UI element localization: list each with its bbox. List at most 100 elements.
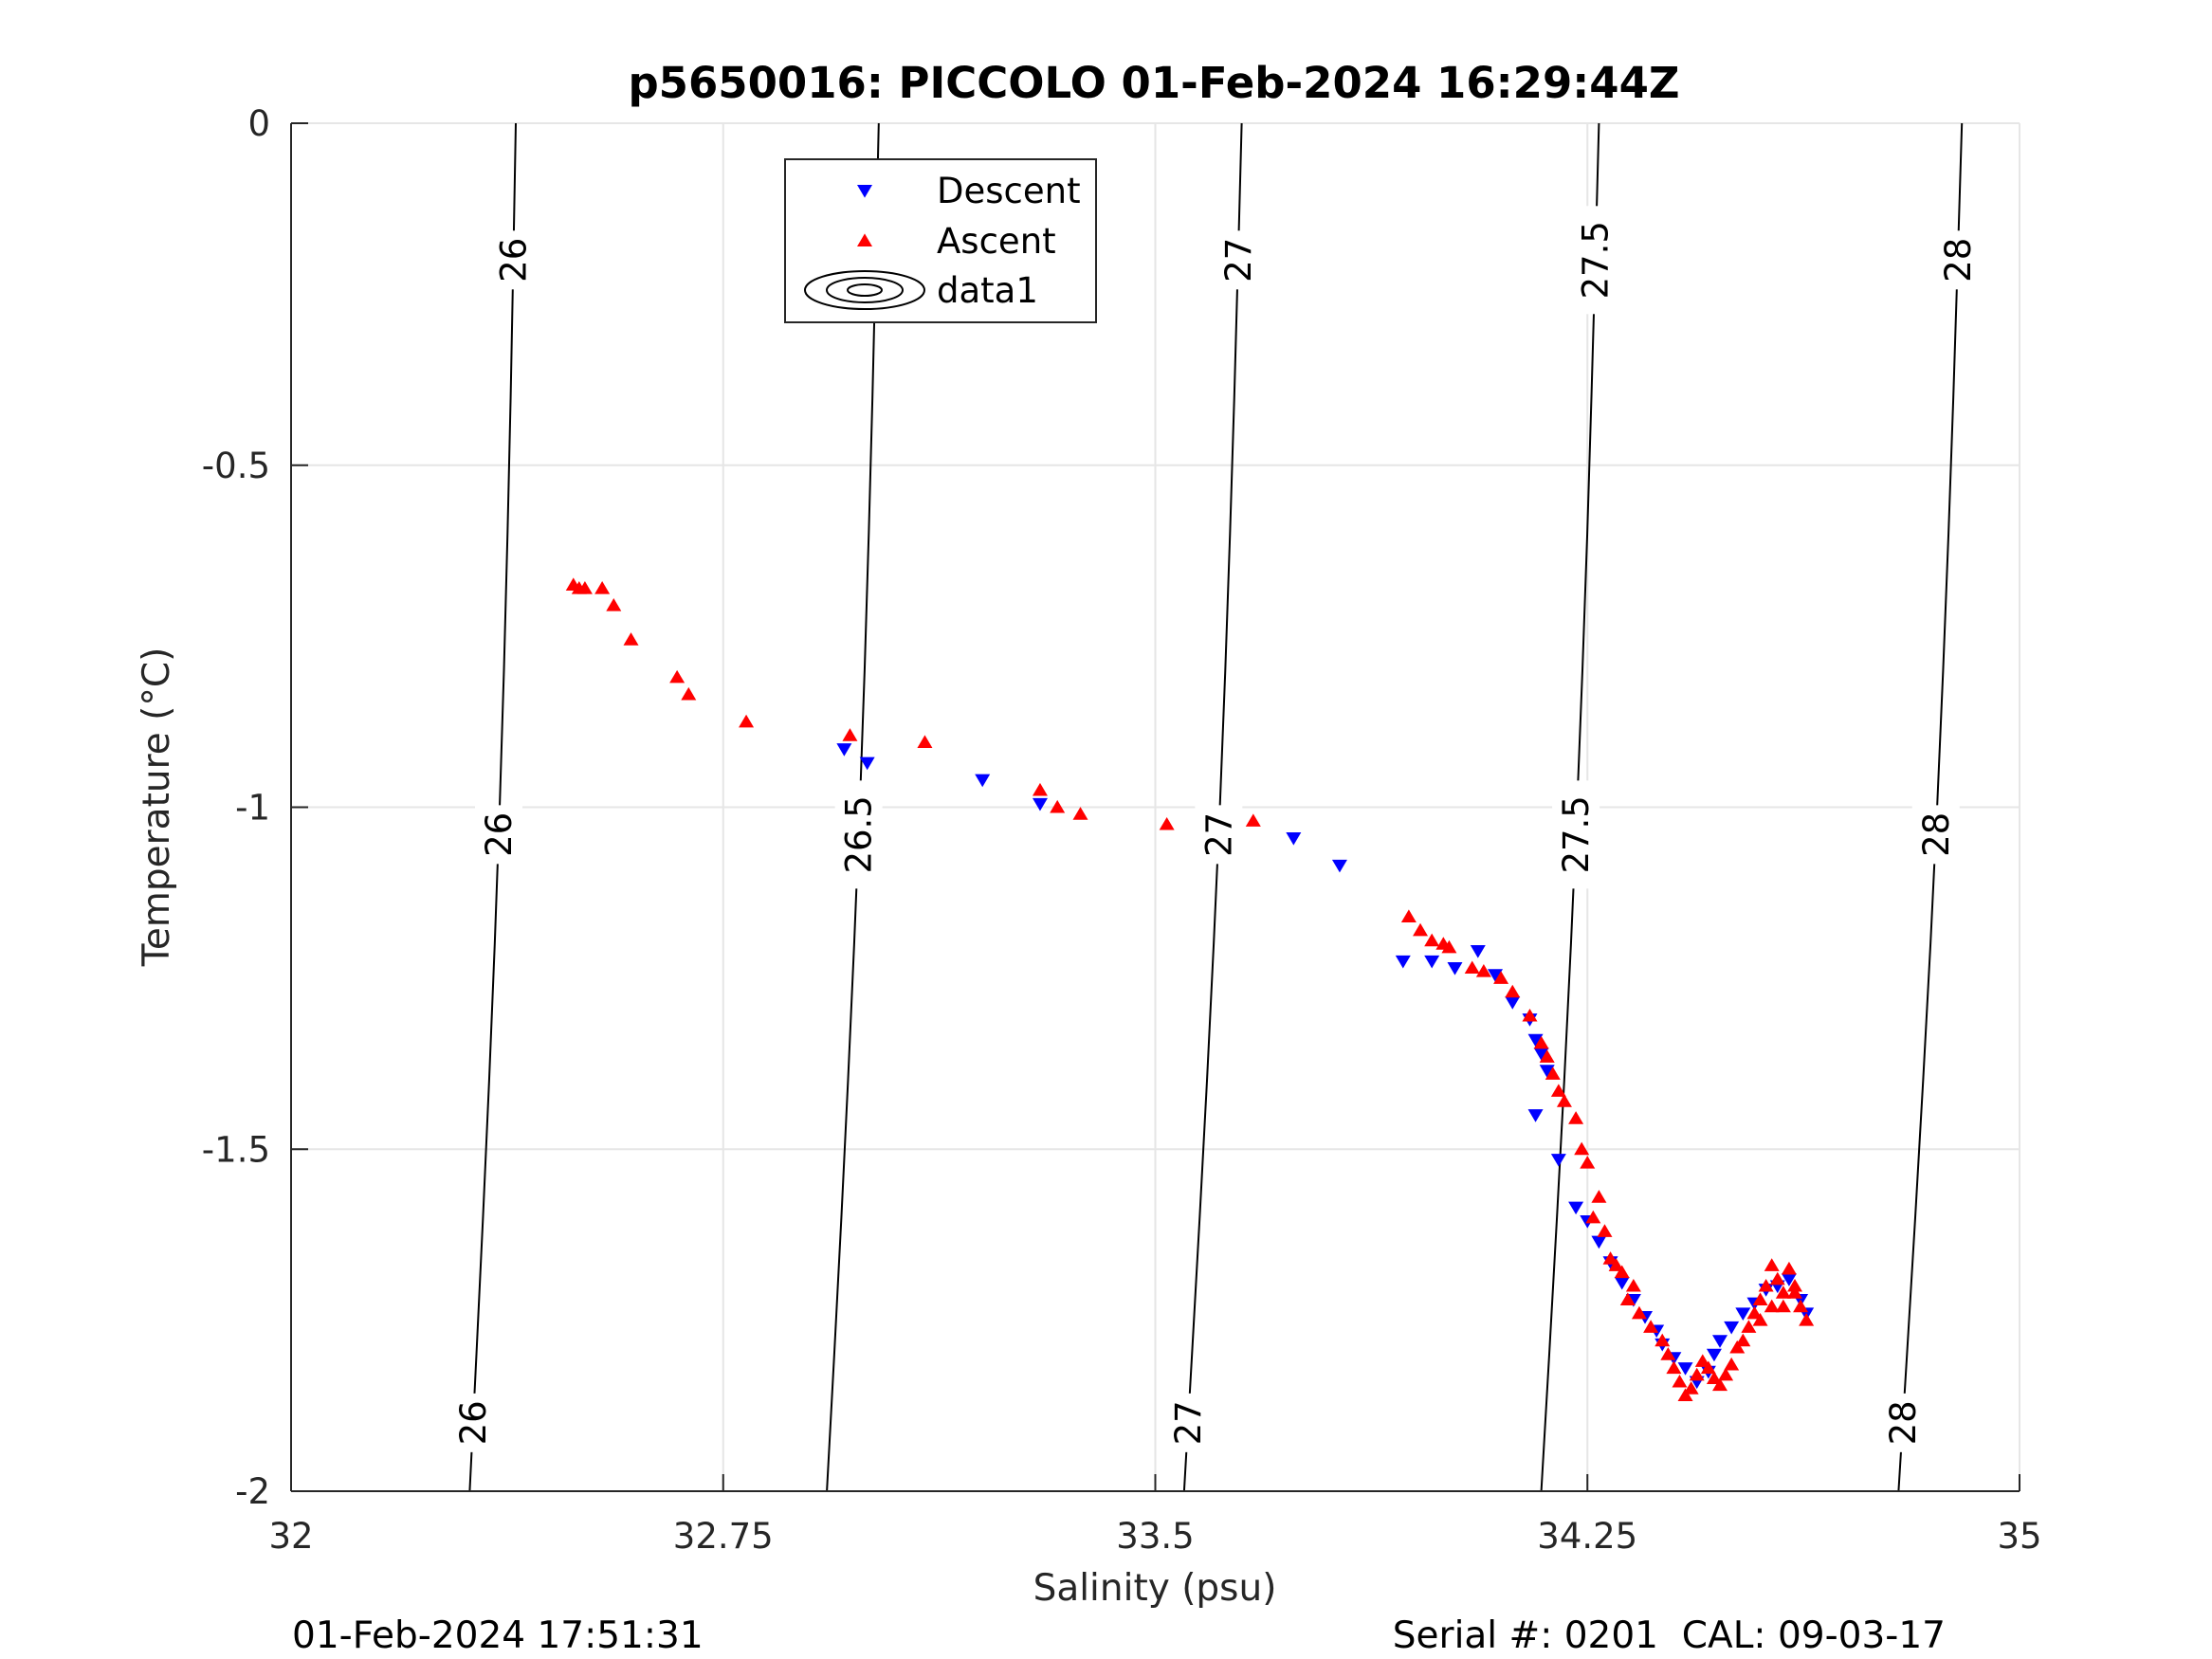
x-axis-label: Salinity (psu): [1033, 1567, 1277, 1610]
ascent-point: [1694, 1354, 1710, 1367]
ascent-point: [1032, 782, 1048, 796]
contour-label-bg: [1571, 206, 1619, 315]
ascent-point: [1539, 1049, 1555, 1063]
ascent-point: [623, 632, 639, 646]
descent-point: [1527, 1033, 1544, 1048]
descent-point: [1527, 1109, 1544, 1122]
legend-box: [784, 158, 1097, 323]
descent-point: [1568, 1201, 1584, 1215]
ascent-point: [1413, 922, 1429, 937]
ascent-point: [1666, 1360, 1682, 1375]
contour-label-bg: [474, 805, 522, 865]
x-tick-label: 34.25: [1537, 1516, 1637, 1557]
ascent-point: [1654, 1333, 1671, 1347]
descent-point: [1032, 797, 1048, 811]
ascent-point: [1568, 1111, 1584, 1124]
grid-lines: [290, 122, 2020, 1492]
descent-point: [1286, 831, 1302, 846]
ascent-point: [1631, 1305, 1647, 1320]
ascent-point: [1619, 1292, 1636, 1305]
descent-point: [1781, 1273, 1797, 1286]
ascent-point: [594, 581, 611, 594]
ascent-point: [681, 686, 697, 701]
legend-contour-icon: [826, 277, 904, 303]
ascent-point: [1787, 1278, 1803, 1292]
ascent-point: [606, 598, 622, 611]
footer-timestamp: 01-Feb-2024 17:51:31: [292, 1614, 704, 1657]
descent-point: [1447, 962, 1463, 975]
legend-descent-icon: [857, 185, 872, 198]
descent-point: [1614, 1276, 1630, 1290]
contour-label-bg: [1933, 230, 1982, 290]
ascent-point: [1787, 1285, 1803, 1299]
ascent-point: [1424, 933, 1440, 947]
ascent-point: [1505, 984, 1521, 998]
ascent-point: [1245, 813, 1261, 827]
contour-label: 26: [493, 238, 534, 283]
ascent-point: [917, 735, 933, 748]
data-series: [565, 577, 1815, 1401]
ascent-point: [1677, 1388, 1693, 1401]
contour-label: 26.5: [839, 795, 880, 873]
x-tick-label: 32.75: [673, 1516, 774, 1557]
ascent-point: [1597, 1224, 1613, 1237]
ascent-point: [1660, 1347, 1676, 1360]
contour-label: 27: [1198, 812, 1239, 857]
ascent-point: [1752, 1292, 1768, 1305]
descent-point: [836, 743, 852, 757]
ascent-point: [1580, 1156, 1596, 1169]
ascent-point: [1769, 1271, 1785, 1285]
legend: Descent Ascent data1: [784, 158, 1097, 323]
ascent-point: [1741, 1320, 1757, 1333]
contour-label-bg: [1911, 805, 1960, 865]
descent-point: [1488, 969, 1504, 982]
ascent-point: [1550, 1084, 1566, 1097]
ascent-point: [1493, 971, 1509, 984]
x-tick-label: 33.5: [1116, 1516, 1194, 1557]
contour-label-bg: [1195, 805, 1243, 865]
ascent-point: [576, 581, 593, 594]
ascent-point: [1545, 1066, 1561, 1080]
ascent-point: [1591, 1190, 1607, 1203]
ascent-point: [1712, 1377, 1728, 1392]
descent-point: [1470, 945, 1486, 958]
chart-title: p5650016: PICCOLO 01-Feb-2024 16:29:44Z: [628, 58, 1679, 108]
descent-point: [1424, 955, 1440, 969]
descent-point: [1724, 1321, 1740, 1335]
ascent-point: [1614, 1265, 1630, 1279]
footer-serial-cal: Serial #: 0201 CAL: 09-03-17: [1393, 1614, 1946, 1657]
series-ascent: [565, 577, 1815, 1401]
contour-label-bg: [1164, 1393, 1213, 1452]
descent-point: [1706, 1348, 1722, 1362]
y-axis-label: Temperature (°C): [136, 647, 178, 968]
ascent-point: [1758, 1278, 1774, 1292]
ascent-point: [1764, 1258, 1780, 1271]
x-tick-label: 35: [1997, 1516, 2041, 1557]
ascent-point: [1718, 1367, 1734, 1381]
contour-label: 26: [453, 1400, 494, 1445]
ascent-point: [1643, 1320, 1659, 1333]
ascent-point: [1625, 1278, 1641, 1292]
descent-point: [1712, 1335, 1728, 1348]
ascent-point: [1441, 939, 1457, 954]
ascent-point: [1752, 1313, 1768, 1326]
ascent-point: [1729, 1340, 1746, 1354]
ascent-point: [1735, 1333, 1751, 1347]
ascent-point: [1050, 799, 1066, 813]
ascent-point: [1775, 1299, 1791, 1313]
ascent-point: [1781, 1261, 1797, 1275]
ascent-point: [1689, 1367, 1705, 1381]
contour-label-bg: [489, 230, 538, 290]
descent-point: [1331, 859, 1347, 873]
contour-label-bg: [1878, 1393, 1927, 1452]
legend-entry: Ascent: [937, 221, 1056, 262]
ascent-point: [1608, 1258, 1624, 1271]
ascent-point: [1799, 1313, 1815, 1326]
descent-point: [859, 757, 875, 771]
descent-point: [1533, 1048, 1549, 1061]
descent-point: [1395, 955, 1411, 969]
ascent-point: [1764, 1299, 1780, 1313]
ascent-point: [1533, 1035, 1549, 1049]
contour-label: 27: [1218, 238, 1259, 283]
